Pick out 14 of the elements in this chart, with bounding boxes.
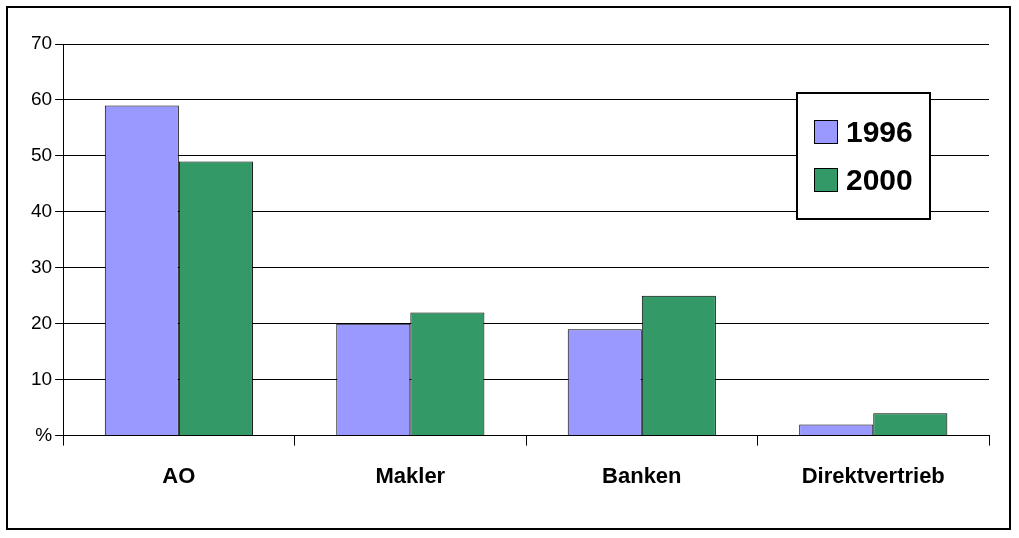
legend-label: 2000	[846, 163, 913, 196]
legend-label: 1996	[846, 115, 913, 148]
y-tick-label: 20	[30, 311, 53, 333]
y-tick-label: %	[35, 423, 53, 445]
x-tick-label: Banken	[602, 462, 682, 488]
y-tick-label: 30	[30, 256, 53, 278]
y-tick-label: 60	[30, 88, 53, 110]
y-tick-label: 10	[30, 367, 53, 389]
y-tick-label: 40	[30, 200, 53, 222]
x-tick-label: AO	[162, 462, 196, 488]
x-tick-label: Makler	[375, 462, 446, 488]
x-tick-label: Direktvertrieb	[801, 462, 945, 488]
y-tick-label: 70	[30, 32, 53, 54]
y-tick-label: 50	[30, 144, 53, 166]
